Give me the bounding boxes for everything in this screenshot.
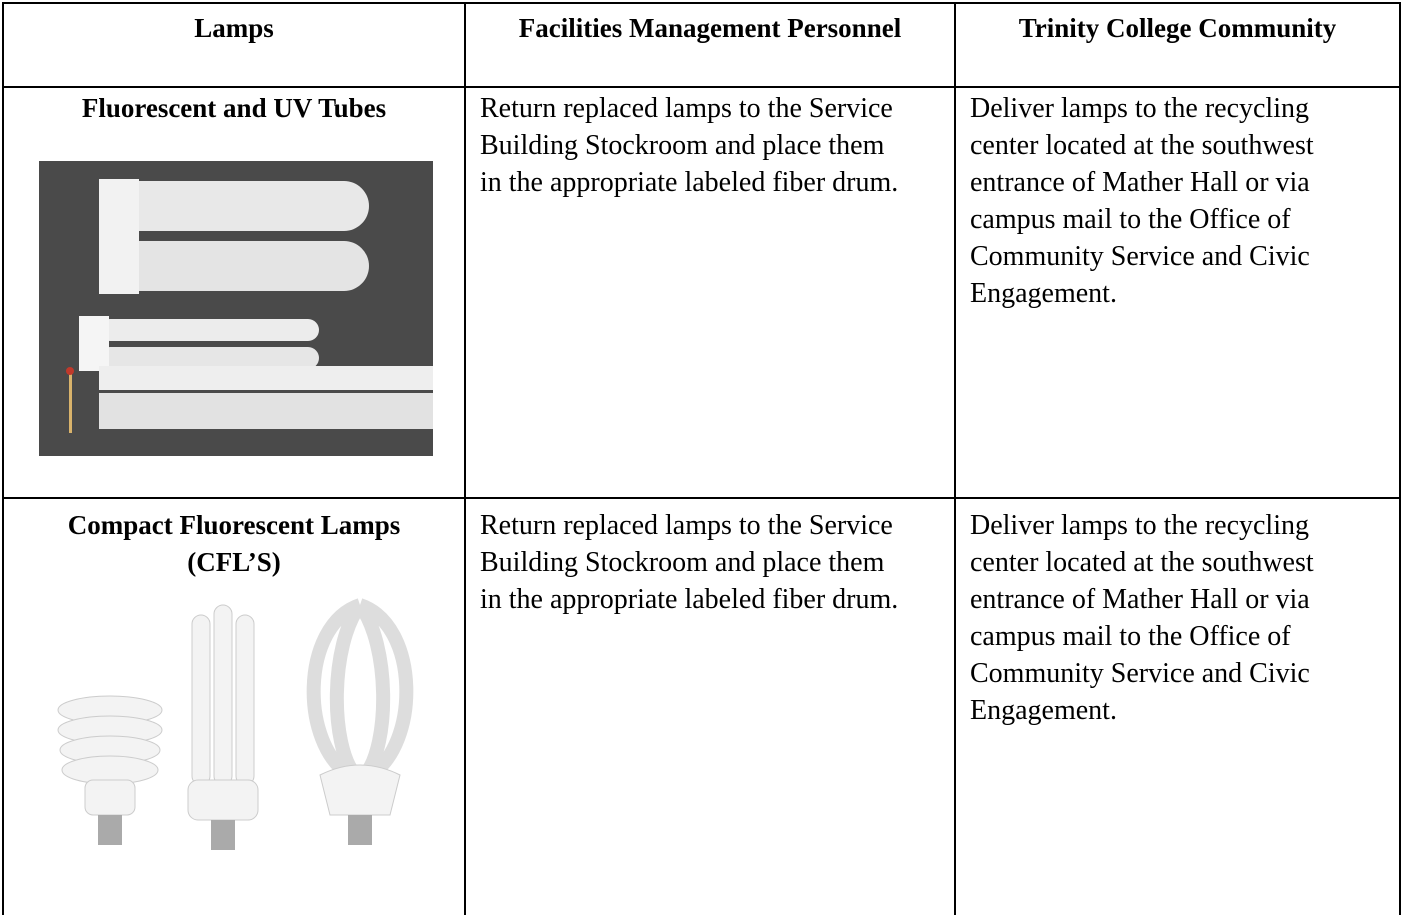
tubes-photo — [39, 161, 433, 456]
table-border — [2, 2, 4, 915]
instruction: Return replaced lamps to the Service Bui… — [480, 510, 899, 615]
header-cell: Trinity College Community — [1018, 13, 1337, 43]
table-border — [954, 2, 956, 915]
instruction: Deliver lamps to the recycling center lo… — [970, 510, 1314, 726]
instruction: Return replaced lamps to the Service Bui… — [480, 93, 899, 198]
table-border — [2, 2, 1401, 4]
cfl-photo — [30, 585, 440, 860]
table-border — [2, 497, 1401, 499]
instruction: Deliver lamps to the recycling center lo… — [970, 93, 1314, 309]
table-border — [464, 2, 466, 915]
lamp-name: Fluorescent and UV Tubes — [81, 93, 387, 123]
lamp-name: Compact Fluorescent Lamps (CFL’S) — [67, 510, 401, 577]
header-cell: Lamps — [194, 13, 274, 43]
header-cell: Facilities Management Personnel — [518, 13, 902, 43]
table-border — [2, 86, 1401, 88]
table-border — [1399, 2, 1401, 915]
